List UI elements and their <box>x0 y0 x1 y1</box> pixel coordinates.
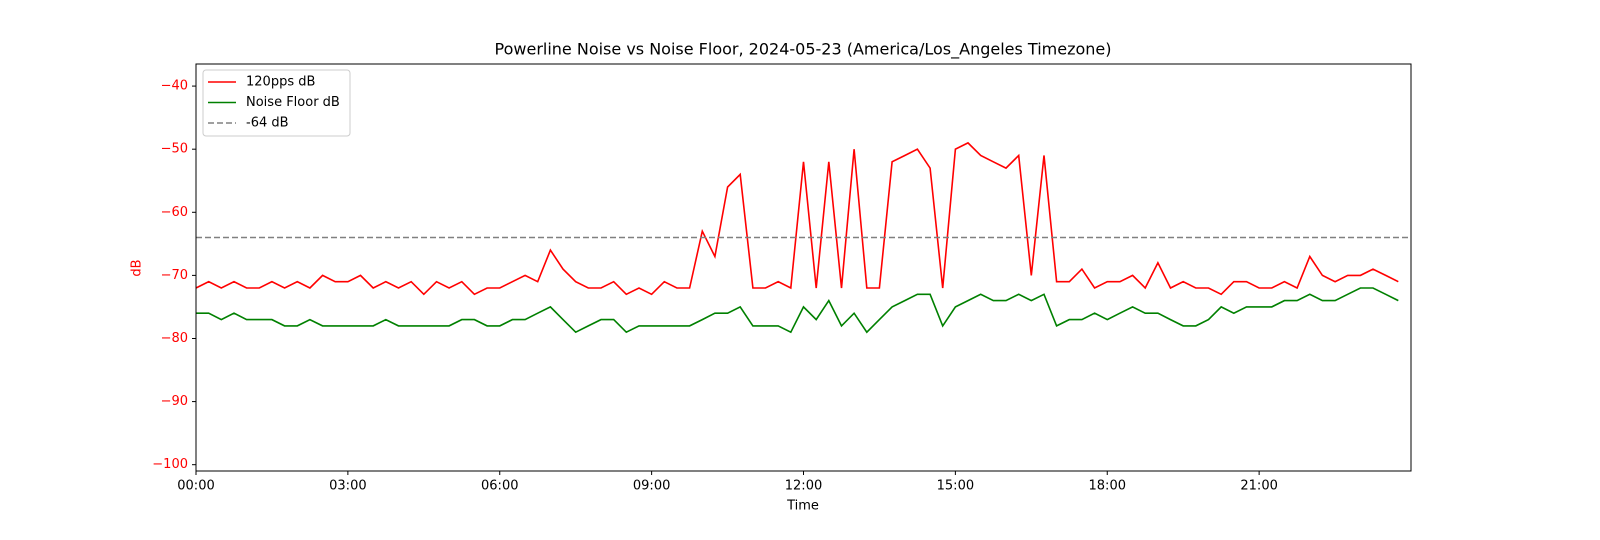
x-tick-label: 06:00 <box>481 479 518 494</box>
chart-title: Powerline Noise vs Noise Floor, 2024-05-… <box>495 40 1112 60</box>
x-tick-label: 21:00 <box>1240 479 1277 494</box>
legend-label: 120pps dB <box>246 75 315 90</box>
y-tick-label: −70 <box>161 268 188 283</box>
series-line <box>196 287 1399 334</box>
legend-label: Noise Floor dB <box>246 95 340 110</box>
x-tick-label: 03:00 <box>329 479 366 494</box>
y-tick-label: −90 <box>161 394 188 409</box>
x-tick-label: 18:00 <box>1089 479 1126 494</box>
x-axis-label: Time <box>786 499 819 514</box>
legend-label: -64 dB <box>246 116 289 131</box>
x-tick-label: 09:00 <box>633 479 670 494</box>
y-tick-label: −100 <box>152 457 188 472</box>
series-line <box>195 141 1399 296</box>
legend-box <box>202 69 351 137</box>
x-tick-label: 12:00 <box>785 479 822 494</box>
y-tick-label: −60 <box>161 205 188 220</box>
plot-frame <box>195 63 1412 472</box>
y-tick-label: −40 <box>161 79 188 94</box>
x-tick-label: 15:00 <box>937 479 974 494</box>
y-tick-label: −50 <box>161 142 188 157</box>
x-tick-label: 00:00 <box>177 479 214 494</box>
y-axis-label: dB <box>130 259 145 276</box>
y-tick-label: −80 <box>161 331 188 346</box>
